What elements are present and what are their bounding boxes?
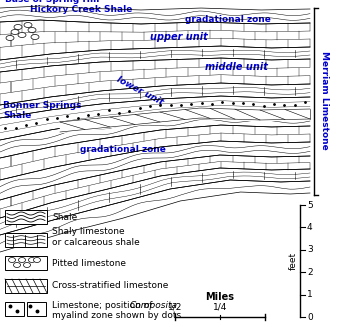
Text: middle unit: middle unit [205,62,268,72]
Text: 1: 1 [307,290,313,299]
Text: Miles: Miles [206,292,234,302]
Text: myalind zone shown by dots: myalind zone shown by dots [52,312,181,320]
Bar [5,256,47,270]
Ellipse shape [33,257,40,263]
Text: gradational zone: gradational zone [80,145,166,154]
Text: 2: 2 [307,268,312,277]
Text: Shaly limestone
or calcareous shale: Shaly limestone or calcareous shale [52,227,140,247]
Text: 5: 5 [307,200,313,210]
Bar [27,302,46,316]
Ellipse shape [14,263,21,267]
Text: gradational zone: gradational zone [185,15,271,24]
Text: feet: feet [288,252,297,270]
Ellipse shape [31,35,39,40]
Ellipse shape [23,263,31,267]
Text: 1/2: 1/2 [168,303,182,312]
Bar [5,233,47,247]
Bar [5,210,47,224]
Text: 0: 0 [307,313,313,321]
Text: 3: 3 [307,245,313,254]
Ellipse shape [24,23,32,27]
Bar [5,302,24,316]
Text: Shale: Shale [52,213,77,221]
Text: 4: 4 [307,223,312,232]
Text: Composita: Composita [130,301,178,311]
Ellipse shape [6,36,14,41]
Bar [5,279,47,293]
Text: Cross-stratified limestone: Cross-stratified limestone [52,282,168,290]
Text: Limestone; position of: Limestone; position of [52,301,156,311]
Text: Merriam Limestone: Merriam Limestone [320,51,329,149]
Text: 1/4: 1/4 [213,303,227,312]
Ellipse shape [18,257,26,263]
Text: lower unit: lower unit [115,75,165,107]
Ellipse shape [28,27,36,32]
Ellipse shape [28,257,36,263]
Ellipse shape [9,257,15,263]
Ellipse shape [11,29,19,35]
Text: Hickory Creek Shale: Hickory Creek Shale [30,5,132,14]
Text: Bonner Springs
Shale: Bonner Springs Shale [3,101,81,120]
Text: upper unit: upper unit [150,32,208,42]
Text: Pitted limestone: Pitted limestone [52,259,126,267]
Text: Base of Spring Hill: Base of Spring Hill [5,0,99,8]
Ellipse shape [14,25,22,29]
Ellipse shape [18,32,26,38]
